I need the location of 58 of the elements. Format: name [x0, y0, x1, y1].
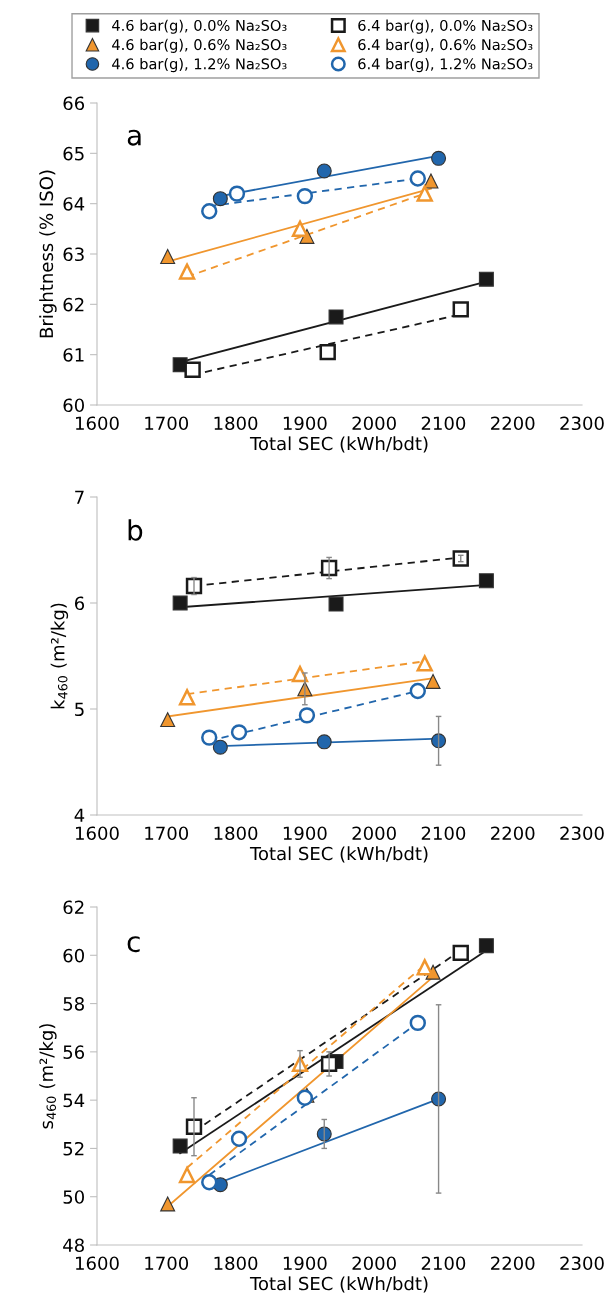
y-tick-label: 61: [63, 348, 84, 362]
x-tick-label: 1600: [76, 1256, 119, 1271]
x-tick-label: 1900: [283, 416, 327, 431]
y-tick-label: 5: [75, 702, 84, 717]
x-tick-label: 2000: [352, 1256, 396, 1271]
x-tick-label: 1800: [214, 1256, 258, 1271]
x-axis-title: Total SEC (kWh/bdt): [249, 846, 428, 863]
legend-label: 4.6 bar(g), 0.0% Na₂SO₃: [112, 19, 287, 34]
y-tick-label: 62: [63, 900, 84, 915]
y-tick-label: 63: [63, 247, 84, 262]
y-tick-label: 50: [63, 1190, 84, 1204]
x-tick-label: 1800: [214, 416, 258, 431]
x-tick-label: 2100: [421, 1256, 466, 1271]
y-tick-label: 54: [63, 1093, 85, 1108]
legend-label: 6.4 bar(g), 1.2% Na₂SO₃: [358, 58, 533, 73]
x-tick-label: 2100: [421, 826, 466, 841]
x-tick-label: 2300: [560, 416, 604, 431]
x-tick-label: 1700: [145, 416, 189, 431]
x-tick-label: 1700: [145, 826, 189, 841]
y-tick-label: 52: [63, 1141, 84, 1156]
x-tick-label: 2300: [560, 826, 604, 841]
annotation: c: [127, 936, 140, 953]
x-tick-label: 2000: [352, 826, 396, 841]
y-tick-label: 7: [75, 490, 84, 504]
y-tick-label: 60: [63, 398, 84, 413]
y-tick-label: 48: [63, 1238, 84, 1253]
y-tick-label: 58: [63, 997, 84, 1011]
x-tick-label: 1900: [283, 1256, 327, 1271]
y-tick-label: 56: [63, 1045, 85, 1059]
legend-label: 6.4 bar(g), 0.6% Na₂SO₃: [358, 38, 533, 53]
y-axis-title: s$_{460}$ (m²/kg): [39, 1024, 57, 1129]
x-tick-label: 1900: [283, 826, 327, 841]
x-tick-label: 2200: [491, 826, 535, 841]
y-tick-label: 6: [74, 596, 85, 611]
x-tick-label: 2300: [560, 1256, 604, 1271]
legend-label: 4.6 bar(g), 1.2% Na₂SO₃: [112, 58, 287, 73]
x-axis-title: Total SEC (kWh/bdt): [249, 1276, 428, 1293]
x-axis-title: Total SEC (kWh/bdt): [249, 436, 428, 453]
x-tick-label: 1700: [145, 1256, 189, 1271]
x-tick-label: 1600: [76, 416, 119, 431]
y-tick-label: 65: [63, 146, 84, 161]
x-tick-label: 2000: [352, 416, 396, 431]
annotation: a: [127, 129, 141, 146]
y-tick-label: 64: [63, 197, 85, 211]
x-tick-label: 1600: [76, 826, 119, 841]
x-tick-label: 2200: [491, 1256, 535, 1271]
y-tick-label: 4: [74, 808, 85, 822]
x-tick-label: 2200: [491, 416, 535, 431]
legend-label: 4.6 bar(g), 0.6% Na₂SO₃: [112, 38, 287, 53]
annotation: b: [128, 519, 143, 541]
x-tick-label: 1800: [214, 826, 258, 841]
y-tick-label: 60: [63, 948, 84, 963]
y-axis-title: Brightness (% ISO): [39, 170, 57, 338]
y-tick-label: 66: [63, 96, 85, 111]
x-tick-label: 2100: [421, 416, 466, 431]
y-tick-label: 62: [63, 297, 84, 312]
y-axis-title: k$_{460}$ (m²/kg): [50, 603, 69, 709]
legend-label: 6.4 bar(g), 0.0% Na₂SO₃: [358, 19, 533, 34]
